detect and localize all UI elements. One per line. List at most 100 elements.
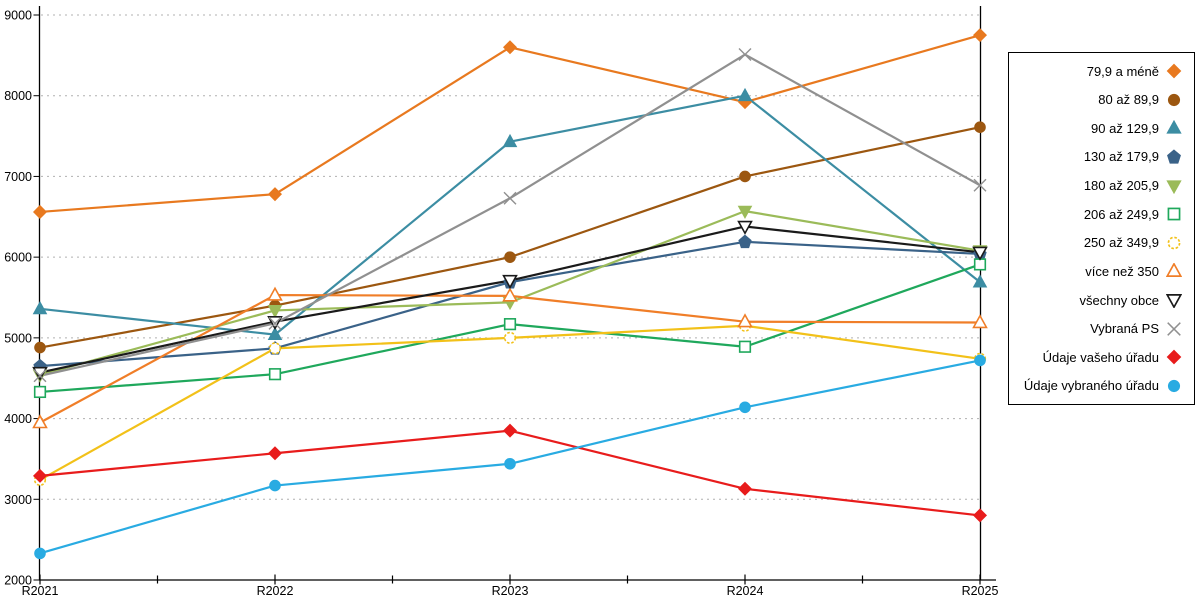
data-point-marker bbox=[737, 220, 753, 235]
legend-item-vybran-ps: Vybraná PS bbox=[1017, 321, 1182, 337]
legend-marker-icon bbox=[1167, 236, 1181, 250]
legend-marker-icon bbox=[1166, 263, 1182, 278]
legend-label: 180 až 205,9 bbox=[1083, 178, 1159, 193]
legend-marker-icon bbox=[1167, 379, 1181, 392]
data-point-marker bbox=[502, 287, 518, 302]
legend-label: všechny obce bbox=[1079, 292, 1160, 308]
legend-label: 79,9 a méně bbox=[1086, 63, 1159, 79]
y-axis-label: 9000 bbox=[4, 9, 32, 23]
legend-marker-icon bbox=[1166, 294, 1182, 308]
series-line-daje-vybran-ho-adu bbox=[38, 359, 982, 555]
data-point-marker bbox=[33, 385, 47, 399]
data-point-marker bbox=[32, 300, 48, 315]
legend-label: Údaje vybraného úřadu bbox=[1023, 378, 1159, 394]
data-point-marker bbox=[974, 121, 986, 133]
data-point-marker bbox=[738, 234, 752, 249]
data-point-marker bbox=[504, 457, 516, 470]
data-point-marker bbox=[502, 133, 518, 148]
x-axis-label: R2025 bbox=[962, 584, 999, 598]
series-path bbox=[38, 429, 982, 517]
data-point-marker bbox=[268, 342, 282, 355]
data-point-marker bbox=[502, 274, 518, 290]
series-markers-daje-va-eho-adu bbox=[32, 423, 988, 523]
data-point-marker bbox=[737, 205, 753, 219]
y-axis-label: 6000 bbox=[4, 251, 32, 265]
chart-legend: 79,9 a méně 80 až 89,9 90 až 129,9 130 až 1… bbox=[1008, 52, 1195, 405]
data-point-marker bbox=[503, 318, 517, 331]
legend-marker-icon bbox=[1167, 207, 1181, 221]
data-point-marker bbox=[34, 341, 46, 354]
data-point-marker bbox=[503, 331, 517, 344]
data-point-marker bbox=[972, 314, 988, 329]
axes: 2000 3000 4000 5000 6000 7000 8000 9000 R2021 R20… bbox=[4, 6, 998, 598]
data-point-marker bbox=[972, 246, 988, 261]
data-point-marker bbox=[502, 40, 518, 55]
legend-label: 80 až 89,9 bbox=[1098, 92, 1159, 108]
y-axis-label: 2000 bbox=[4, 574, 32, 588]
data-point-marker bbox=[267, 305, 283, 319]
data-point-marker bbox=[33, 369, 47, 383]
legend-marker-icon bbox=[1167, 149, 1181, 164]
legend-label: Údaje vašeho úřadu bbox=[1042, 349, 1159, 365]
legend-marker-icon bbox=[1167, 321, 1181, 336]
data-point-marker bbox=[972, 28, 988, 43]
legend-item-130-a-179-9: 130 až 179,9 bbox=[1017, 149, 1182, 165]
data-point-marker bbox=[504, 251, 516, 263]
legend-label: Vybraná PS bbox=[1090, 321, 1159, 337]
series-path bbox=[38, 359, 982, 555]
legend-marker-icon bbox=[1167, 93, 1181, 106]
data-point-marker bbox=[268, 368, 282, 381]
legend-marker-icon bbox=[1166, 63, 1182, 79]
legend-item-daje-va-eho-adu: Údaje vašeho úřadu bbox=[1017, 349, 1182, 365]
data-point-marker bbox=[972, 508, 988, 523]
series-markers-daje-vybran-ho-adu bbox=[34, 354, 986, 560]
data-point-marker bbox=[269, 479, 281, 492]
legend-item-daje-vybran-ho-adu: Údaje vybraného úřadu bbox=[1017, 378, 1182, 394]
legend-item-80-a-89-9: 80 až 89,9 bbox=[1017, 92, 1182, 108]
x-axis-label: R2021 bbox=[22, 584, 59, 598]
data-point-marker bbox=[32, 414, 48, 429]
series-line-daje-va-eho-adu bbox=[38, 429, 982, 517]
x-axis-label: R2024 bbox=[727, 584, 764, 598]
legend-item-250-a-349-9: 250 až 349,9 bbox=[1017, 235, 1182, 251]
legend-label: 250 až 349,9 bbox=[1083, 235, 1159, 251]
legend-label: 206 až 249,9 bbox=[1083, 206, 1159, 222]
x-axis-label: R2023 bbox=[492, 584, 529, 598]
data-point-marker bbox=[32, 204, 48, 219]
data-point-marker bbox=[267, 286, 283, 301]
data-point-marker bbox=[503, 191, 517, 205]
legend-item-v-echny-obce: všechny obce bbox=[1017, 292, 1182, 308]
y-axis-label: 8000 bbox=[4, 89, 32, 103]
y-axis-label: 3000 bbox=[4, 493, 32, 507]
y-axis-label: 5000 bbox=[4, 331, 32, 345]
data-point-marker bbox=[973, 178, 987, 192]
data-point-marker bbox=[737, 481, 753, 496]
data-point-marker bbox=[974, 354, 986, 367]
y-axis-label: 7000 bbox=[4, 170, 32, 184]
series-markers-vybran-ps bbox=[33, 48, 987, 383]
legend-item-206-a-249-9: 206 až 249,9 bbox=[1017, 206, 1182, 222]
y-axis-label: 4000 bbox=[4, 412, 32, 426]
series-line-79-9-a-m-n bbox=[38, 34, 982, 214]
legend-label: více než 350 bbox=[1085, 263, 1159, 279]
data-point-marker bbox=[268, 316, 282, 330]
data-point-marker bbox=[502, 423, 518, 438]
series-markers-79-9-a-m-n bbox=[32, 28, 988, 219]
data-point-marker bbox=[267, 446, 283, 461]
line-chart-plot: 2000 3000 4000 5000 6000 7000 8000 9000 R2021 R20… bbox=[4, 6, 998, 598]
series-markers-90-a-129-9 bbox=[32, 87, 988, 341]
legend-item-79-9-a-m-n: 79,9 a méně bbox=[1017, 63, 1182, 79]
series-path bbox=[38, 34, 982, 214]
data-point-marker bbox=[267, 326, 283, 341]
data-point-marker bbox=[737, 313, 753, 328]
legend-marker-icon bbox=[1166, 349, 1182, 365]
legend-label: 130 až 179,9 bbox=[1083, 149, 1159, 165]
data-point-marker bbox=[34, 547, 46, 560]
data-point-marker bbox=[267, 187, 283, 202]
series-markers-206-a-249-9 bbox=[33, 258, 987, 399]
legend-marker-icon bbox=[1166, 179, 1182, 194]
data-point-marker bbox=[739, 170, 751, 183]
series-path bbox=[38, 324, 982, 482]
data-point-marker bbox=[737, 87, 753, 102]
